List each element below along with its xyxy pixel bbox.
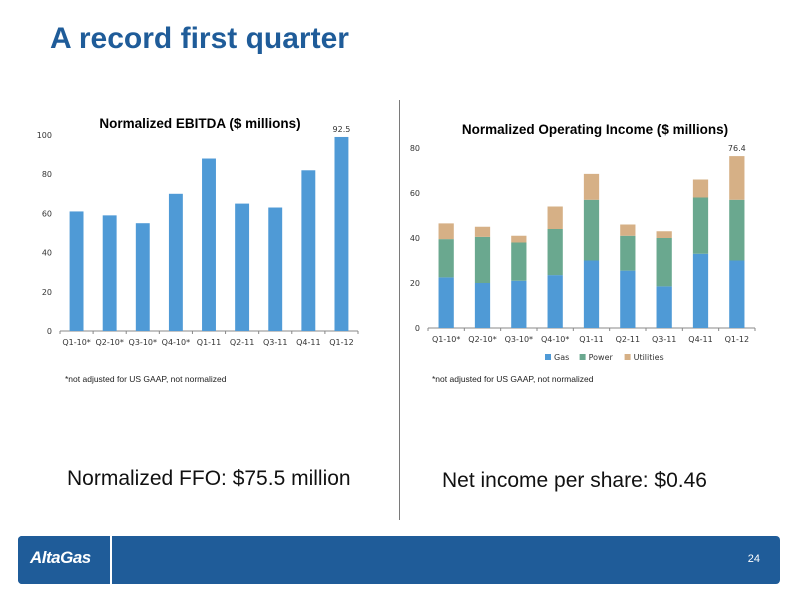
bar-utilities [656,231,672,238]
bar-power [620,235,636,271]
bar-gas [656,286,672,328]
x-tick-label: Q1-10* [432,335,460,344]
bar [235,203,250,331]
x-tick-label: Q1-12 [329,338,353,347]
bar-utilities [692,179,709,198]
slide-title: A record first quarter [50,22,349,55]
bar-utilities [474,226,491,237]
footnote-right: *not adjusted for US GAAP, not normalize… [432,374,594,384]
bar-utilities [729,156,745,200]
x-tick-label: Q4-11 [296,338,320,347]
operating-income-chart: Normalized Operating Income ($ millions)… [410,122,756,362]
x-tick-label: Q3-11 [652,335,676,344]
y-tick-label: 20 [410,279,420,288]
x-tick-label: Q1-10* [62,338,90,347]
bar-power [547,229,563,276]
altagas-logo: AltaGas [30,548,91,567]
x-tick-label: Q2-11 [230,338,254,347]
y-tick-label: 40 [410,234,420,243]
bar-power [656,238,672,287]
x-tick-label: Q1-11 [579,335,603,344]
y-tick-label: 60 [42,209,52,218]
legend-label-utilities: Utilities [634,353,664,362]
bar [268,207,283,331]
x-tick-label: Q2-10* [468,335,496,344]
bar [69,211,84,331]
legend-swatch-gas [545,354,551,360]
y-tick-label: 0 [415,324,420,333]
legend-swatch-utilities [624,354,631,360]
bar-gas [583,260,600,328]
legend-label-power: Power [589,353,614,362]
bar-utilities [438,223,454,240]
bar-gas [438,277,454,328]
bar-gas [692,253,709,328]
bar [102,215,117,331]
bar-utilities [583,173,600,200]
bar-utilities [547,206,563,229]
bar-power [692,197,709,254]
data-label: 92.5 [333,125,351,134]
bar-utilities [511,235,527,243]
x-tick-label: Q1-12 [725,335,749,344]
legend-swatch-power [579,354,586,360]
y-tick-label: 20 [42,288,52,297]
bar-utilities [620,224,636,236]
footer-logo-box [18,536,112,584]
y-tick-label: 60 [410,189,420,198]
ffo-highlight: Normalized FFO: $75.5 million [67,467,351,490]
bar-gas [620,270,636,328]
chart-title: Normalized Operating Income ($ millions) [462,122,728,137]
y-tick-label: 0 [47,327,52,336]
y-tick-label: 40 [42,249,52,258]
bar-gas [511,280,527,328]
bar-power [438,239,454,278]
x-tick-label: Q3-11 [263,338,287,347]
bar [301,170,316,331]
x-tick-label: Q2-11 [616,335,640,344]
x-tick-label: Q4-11 [688,335,712,344]
bar-power [583,199,600,261]
bar [202,158,216,331]
ebitda-chart: Normalized EBITDA ($ millions) 0 20 40 60 80 1… [37,116,359,347]
footer-bar [18,536,780,584]
vertical-divider [399,100,400,520]
bar [168,193,183,331]
footnote-left: *not adjusted for US GAAP, not normalize… [65,374,227,384]
x-tick-label: Q3-10* [505,335,533,344]
bar-power [729,199,745,261]
y-tick-label: 80 [410,144,420,153]
bar-gas [474,283,491,328]
x-tick-label: Q4-10* [541,335,569,344]
legend-label-gas: Gas [554,353,569,362]
x-tick-label: Q3-10* [129,338,157,347]
bar [135,223,150,331]
eps-highlight: Net income per share: $0.46 [442,469,707,492]
y-tick-label: 80 [42,170,52,179]
bar-power [474,236,491,283]
x-tick-label: Q4-10* [162,338,190,347]
bar-gas [547,275,563,328]
x-tick-label: Q2-10* [95,338,123,347]
x-tick-label: Q1-11 [197,338,221,347]
chart-title: Normalized EBITDA ($ millions) [99,116,300,131]
bar-power [511,242,527,281]
bar [334,136,349,331]
page-number: 24 [747,553,760,565]
y-tick-label: 100 [37,131,52,140]
bar-gas [729,260,745,328]
data-label: 76.4 [728,144,746,153]
